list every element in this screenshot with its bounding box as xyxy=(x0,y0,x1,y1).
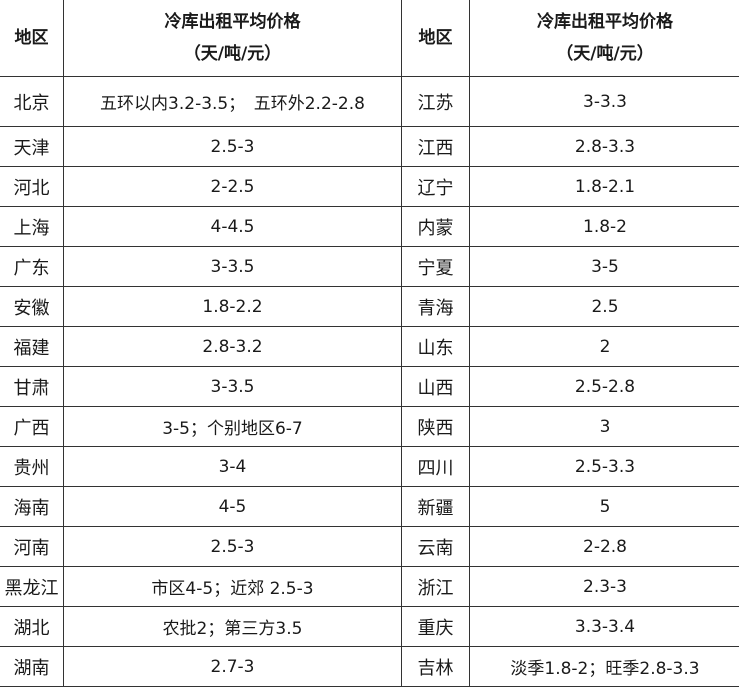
header-price-title: 冷库出租平均价格 xyxy=(537,12,673,32)
region-cell: 江西 xyxy=(401,126,470,167)
price-cell: 4-4.5 xyxy=(63,206,402,247)
price-cell: 五环以内3.2-3.5； 五环外2.2-2.8 xyxy=(63,76,402,127)
header-row: 地区 冷库出租平均价格 （天/吨/元） 地区 冷库出租平均价格 （天/吨/元） xyxy=(0,0,739,77)
region-cell: 宁夏 xyxy=(401,246,470,287)
region-cell: 海南 xyxy=(0,486,64,527)
price-cell: 农批2；第三方3.5 xyxy=(63,606,402,647)
table-row: 黑龙江 市区4-5；近郊 2.5-3 浙江 2.3-3 xyxy=(0,566,739,607)
table-row: 上海 4-4.5 内蒙 1.8-2 xyxy=(0,206,739,247)
price-cell: 2 xyxy=(469,326,739,367)
header-price-right: 冷库出租平均价格 （天/吨/元） xyxy=(469,0,739,77)
header-price-unit: （天/吨/元） xyxy=(183,44,282,64)
header-price-left: 冷库出租平均价格 （天/吨/元） xyxy=(63,0,402,77)
header-region-right: 地区 xyxy=(401,0,470,77)
table-row: 河南 2.5-3 云南 2-2.8 xyxy=(0,526,739,567)
table-row: 福建 2.8-3.2 山东 2 xyxy=(0,326,739,367)
table-row: 贵州 3-4 四川 2.5-3.3 xyxy=(0,446,739,487)
region-cell: 上海 xyxy=(0,206,64,247)
table-row: 甘肃 3-3.5 山西 2.5-2.8 xyxy=(0,366,739,407)
region-cell: 浙江 xyxy=(401,566,470,607)
region-cell: 河北 xyxy=(0,166,64,207)
region-cell: 陕西 xyxy=(401,406,470,447)
region-cell: 黑龙江 xyxy=(0,566,64,607)
price-cell: 2-2.5 xyxy=(63,166,402,207)
table-row: 安徽 1.8-2.2 青海 2.5 xyxy=(0,286,739,327)
table-row: 广西 3-5；个别地区6-7 陕西 3 xyxy=(0,406,739,447)
price-cell: 4-5 xyxy=(63,486,402,527)
table-row: 河北 2-2.5 辽宁 1.8-2.1 xyxy=(0,166,739,207)
region-cell: 贵州 xyxy=(0,446,64,487)
price-cell: 2.8-3.2 xyxy=(63,326,402,367)
price-cell: 3-4 xyxy=(63,446,402,487)
region-cell: 天津 xyxy=(0,126,64,167)
region-cell: 四川 xyxy=(401,446,470,487)
region-cell: 福建 xyxy=(0,326,64,367)
table-row: 海南 4-5 新疆 5 xyxy=(0,486,739,527)
price-cell: 2.5-2.8 xyxy=(469,366,739,407)
region-cell: 内蒙 xyxy=(401,206,470,247)
price-cell: 1.8-2 xyxy=(469,206,739,247)
region-cell: 甘肃 xyxy=(0,366,64,407)
table-row: 湖北 农批2；第三方3.5 重庆 3.3-3.4 xyxy=(0,606,739,647)
region-cell: 湖北 xyxy=(0,606,64,647)
price-cell: 3 xyxy=(469,406,739,447)
region-cell: 新疆 xyxy=(401,486,470,527)
price-cell: 3-5 xyxy=(469,246,739,287)
price-cell: 2.5-3 xyxy=(63,526,402,567)
region-cell: 重庆 xyxy=(401,606,470,647)
price-cell: 1.8-2.2 xyxy=(63,286,402,327)
price-cell: 5 xyxy=(469,486,739,527)
table-row: 天津 2.5-3 江西 2.8-3.3 xyxy=(0,126,739,167)
price-cell: 2.3-3 xyxy=(469,566,739,607)
price-cell: 3-3.3 xyxy=(469,76,739,127)
region-cell: 广西 xyxy=(0,406,64,447)
region-cell: 吉林 xyxy=(401,646,470,687)
price-cell: 3.3-3.4 xyxy=(469,606,739,647)
price-cell: 2.5-3.3 xyxy=(469,446,739,487)
header-price-title: 冷库出租平均价格 xyxy=(164,12,301,32)
table-row: 广东 3-3.5 宁夏 3-5 xyxy=(0,246,739,287)
price-cell: 3-3.5 xyxy=(63,246,402,287)
region-cell: 广东 xyxy=(0,246,64,287)
region-cell: 辽宁 xyxy=(401,166,470,207)
price-cell: 2.8-3.3 xyxy=(469,126,739,167)
header-region-left: 地区 xyxy=(0,0,64,77)
price-cell: 2-2.8 xyxy=(469,526,739,567)
price-cell: 2.5 xyxy=(469,286,739,327)
region-cell: 河南 xyxy=(0,526,64,567)
region-cell: 青海 xyxy=(401,286,470,327)
price-cell: 3-5；个别地区6-7 xyxy=(63,406,402,447)
region-cell: 安徽 xyxy=(0,286,64,327)
table-row: 湖南 2.7-3 吉林 淡季1.8-2；旺季2.8-3.3 xyxy=(0,646,739,687)
region-cell: 山东 xyxy=(401,326,470,367)
price-cell: 市区4-5；近郊 2.5-3 xyxy=(63,566,402,607)
region-cell: 江苏 xyxy=(401,76,470,127)
price-cell: 2.7-3 xyxy=(63,646,402,687)
price-cell: 2.5-3 xyxy=(63,126,402,167)
region-cell: 云南 xyxy=(401,526,470,567)
price-cell: 1.8-2.1 xyxy=(469,166,739,207)
header-price-unit: （天/吨/元） xyxy=(556,44,654,64)
price-cell: 3-3.5 xyxy=(63,366,402,407)
price-cell: 淡季1.8-2；旺季2.8-3.3 xyxy=(469,646,739,687)
table-row: 北京 五环以内3.2-3.5； 五环外2.2-2.8 江苏 3-3.3 xyxy=(0,76,739,127)
region-cell: 北京 xyxy=(0,76,64,127)
region-cell: 山西 xyxy=(401,366,470,407)
region-cell: 湖南 xyxy=(0,646,64,687)
